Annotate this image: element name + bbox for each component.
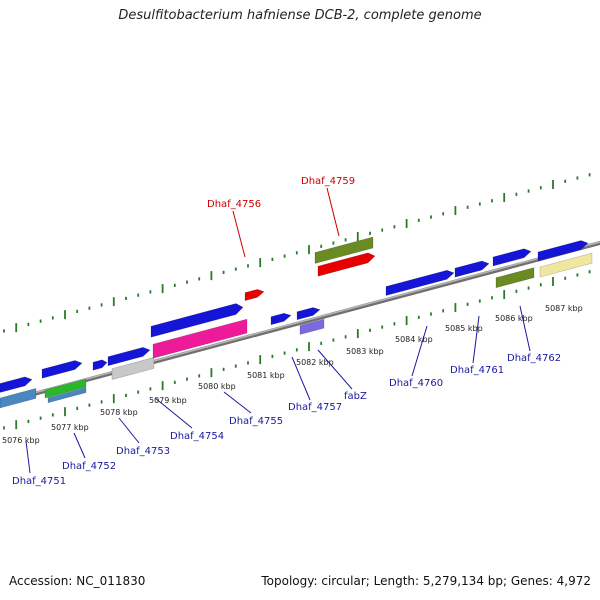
gene-label-dhaf_4753: Dhaf_4753 — [116, 446, 170, 457]
leader-line — [317, 349, 353, 390]
backbone-highlight — [0, 241, 600, 403]
gene-label-dhaf_4751: Dhaf_4751 — [12, 476, 66, 487]
gene-arrow — [385, 269, 455, 296]
gene-label-fabz: fabZ — [344, 391, 367, 402]
gene-arrow — [317, 252, 376, 277]
leader-line — [25, 440, 31, 474]
kbp-label: 5083 kbp — [346, 347, 384, 356]
leader-line — [73, 432, 86, 459]
figure-title: Desulfitobacterium hafniense DCB-2, comp… — [118, 8, 482, 23]
kbp-label: 5087 kbp — [545, 304, 583, 313]
gene-label-dhaf_4760: Dhaf_4760 — [389, 378, 443, 389]
gene-arrow — [270, 312, 292, 326]
gene-arrow — [537, 240, 589, 262]
kbp-label: 5078 kbp — [100, 408, 138, 417]
kbp-label: 5085 kbp — [445, 324, 483, 333]
gene-arrow — [492, 248, 532, 267]
genome-summary-text: Topology: circular; Length: 5,279,134 bp… — [261, 574, 591, 588]
gene-arrow — [495, 267, 535, 289]
gene-arrow — [150, 303, 244, 338]
leader-line — [223, 391, 252, 414]
kbp-label: 5086 kbp — [495, 314, 533, 323]
kbp-label: 5077 kbp — [51, 423, 89, 432]
gene-arrow — [296, 307, 321, 321]
gene-features — [0, 236, 593, 409]
kbp-label: 5076 kbp — [2, 436, 40, 445]
gene-label-dhaf_4757: Dhaf_4757 — [288, 402, 342, 413]
gene-label-dhaf_4755: Dhaf_4755 — [229, 416, 283, 427]
gene-arrow — [41, 360, 83, 379]
leader-line — [326, 187, 340, 237]
gene-arrow — [111, 357, 155, 381]
tick-marks — [3, 173, 591, 430]
gene-arrow — [0, 376, 33, 393]
leader-line — [154, 397, 193, 429]
kbp-label: 5079 kbp — [149, 396, 187, 405]
leader-line — [291, 356, 311, 401]
kbp-label: 5081 kbp — [247, 371, 285, 380]
gene-arrow — [92, 359, 108, 371]
leader-line — [472, 315, 480, 364]
gene-label-dhaf_4752: Dhaf_4752 — [62, 461, 116, 472]
gene-label-dhaf_4756: Dhaf_4756 — [207, 199, 261, 210]
gene-arrow — [0, 388, 37, 409]
gene-label-dhaf_4762: Dhaf_4762 — [507, 353, 561, 364]
gene-arrow — [107, 347, 151, 367]
leader-line — [519, 305, 531, 352]
kbp-label: 5084 kbp — [395, 335, 433, 344]
gene-arrow — [244, 289, 265, 302]
gene-arrow — [44, 378, 87, 399]
gene-label-dhaf_4759: Dhaf_4759 — [301, 176, 355, 187]
gene-label-dhaf_4754: Dhaf_4754 — [170, 431, 224, 442]
leader-line — [118, 417, 140, 444]
gene-label-dhaf_4761: Dhaf_4761 — [450, 365, 504, 376]
gene-arrow — [299, 318, 325, 335]
gene-arrow — [152, 318, 248, 359]
gene-arrow — [539, 252, 593, 278]
leader-line — [232, 210, 246, 258]
kbp-label: 5082 kbp — [296, 358, 334, 367]
kbp-label: 5080 kbp — [198, 382, 236, 391]
genome-backbone — [0, 240, 600, 406]
accession-text: Accession: NC_011830 — [9, 574, 146, 588]
gene-arrow — [454, 260, 490, 278]
gene-arrow — [47, 387, 87, 404]
gene-arrow — [314, 236, 374, 264]
leader-line — [411, 325, 428, 377]
label-leader-lines — [25, 187, 531, 474]
kbp-labels: 5076 kbp 5077 kbp 5078 kbp 5079 kbp 5080 kbp… — [2, 304, 583, 445]
backbone-line — [0, 240, 600, 406]
